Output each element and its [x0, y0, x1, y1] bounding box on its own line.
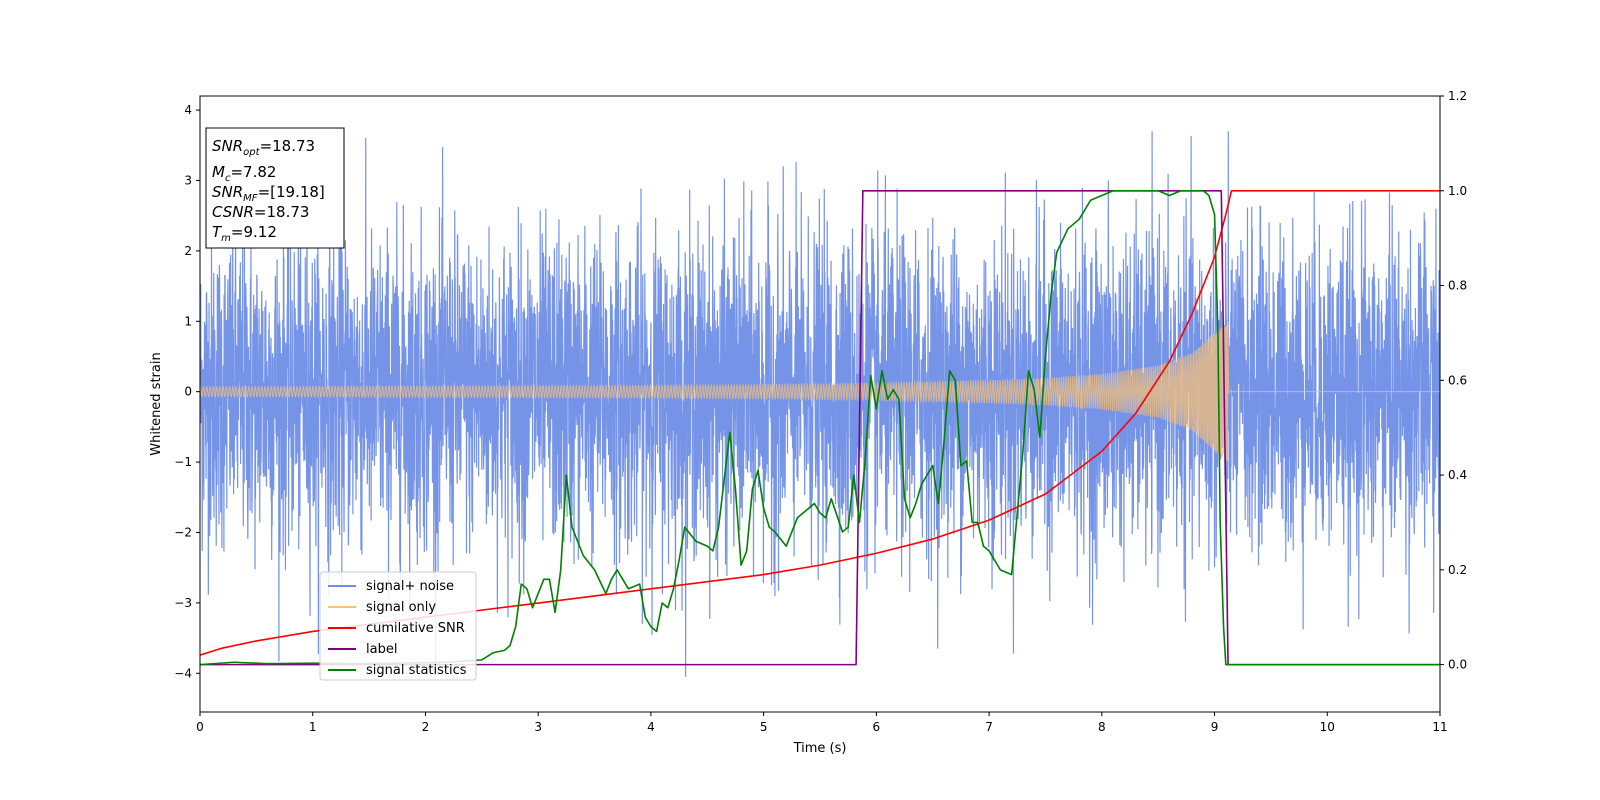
x-tick-label: 9 [1211, 720, 1219, 734]
y-axis-left: −4 −3 −2 −1 0 1 2 3 4 [174, 103, 200, 680]
legend-label: signal statistics [366, 663, 467, 678]
annotation-mc: Mc=7.82 [212, 163, 276, 184]
y2-tick-label: 0.2 [1448, 563, 1467, 577]
y2-tick-label: 0.6 [1448, 373, 1467, 387]
annotation-csnr: CSNR=18.73 [212, 203, 309, 221]
plot-frame [199, 95, 1441, 713]
y2-tick-label: 0.4 [1448, 468, 1467, 482]
signal-only-line [200, 321, 1440, 461]
annotation-snr-opt: SNRopt=18.73 [212, 137, 315, 158]
legend-label: signal+ noise [366, 579, 454, 594]
y-tick-label: 1 [184, 314, 192, 328]
y-tick-label: −2 [174, 525, 192, 539]
x-axis-label: Time (s) [793, 741, 847, 756]
x-tick-label: 8 [1098, 720, 1106, 734]
x-tick-label: 0 [196, 720, 204, 734]
legend-label: signal only [366, 600, 436, 615]
annotation-tm: Tm=9.12 [212, 223, 277, 244]
signal-statistics-series [200, 189, 1440, 666]
y-tick-label: 4 [184, 103, 192, 117]
y-tick-label: −3 [174, 596, 192, 610]
x-axis: 0 1 2 3 4 5 6 7 8 9 10 11 [196, 712, 1448, 734]
legend-label: label [366, 642, 397, 657]
y-tick-label: 3 [184, 173, 192, 187]
x-tick-label: 5 [760, 720, 768, 734]
y2-tick-label: 1.0 [1448, 184, 1467, 198]
y2-tick-label: 0.8 [1448, 279, 1467, 293]
legend: signal+ noise signal only cumilative SNR la… [319, 571, 477, 681]
y-tick-label: 2 [184, 244, 192, 258]
legend-label: cumilative SNR [366, 621, 465, 636]
x-tick-label: 6 [873, 720, 881, 734]
y-axis-right: 0.0 0.2 0.4 0.6 0.8 1.0 1.2 [1440, 89, 1467, 672]
annotation-box: SNRopt=18.73 Mc=7.82 SNRMF=[19.18] CSNR=… [205, 127, 345, 249]
x-tick-label: 1 [309, 720, 317, 734]
x-tick-label: 11 [1432, 720, 1447, 734]
y-tick-label: −4 [174, 666, 192, 680]
x-tick-label: 10 [1320, 720, 1335, 734]
x-tick-label: 3 [534, 720, 542, 734]
signal-only-series [200, 321, 1440, 461]
y2-tick-label: 1.2 [1448, 89, 1467, 103]
x-tick-label: 2 [422, 720, 430, 734]
legend-frame [319, 571, 477, 681]
y2-tick-label: 0.0 [1448, 658, 1467, 672]
signal-statistics-line [200, 189, 1440, 666]
y-tick-label: 0 [184, 385, 192, 399]
y-axis-label: Whitened strain [149, 352, 164, 455]
x-tick-label: 4 [647, 720, 655, 734]
y-tick-label: −1 [174, 455, 192, 469]
x-tick-label: 7 [985, 720, 993, 734]
annotation-snr-mf: SNRMF=[19.18] [212, 183, 325, 204]
